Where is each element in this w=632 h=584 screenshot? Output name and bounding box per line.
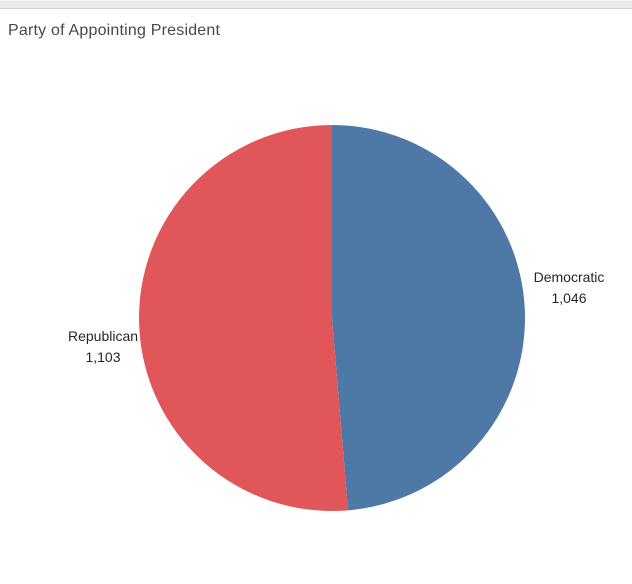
pie-slices	[139, 125, 526, 511]
pie-slice-democratic[interactable]	[332, 125, 526, 511]
slice-label-democratic-name: Democratic	[533, 269, 605, 285]
slice-label-democratic-value: 1,046	[551, 290, 587, 306]
slice-label-republican: Republican 1,103	[28, 326, 178, 368]
slice-label-republican-value: 1,103	[85, 349, 121, 365]
slice-label-democratic: Democratic 1,046	[494, 267, 632, 309]
slice-label-republican-name: Republican	[67, 328, 139, 344]
window-top-strip	[0, 0, 632, 9]
pie-slice-republican[interactable]	[139, 125, 349, 511]
chart-title: Party of Appointing President	[8, 22, 221, 39]
